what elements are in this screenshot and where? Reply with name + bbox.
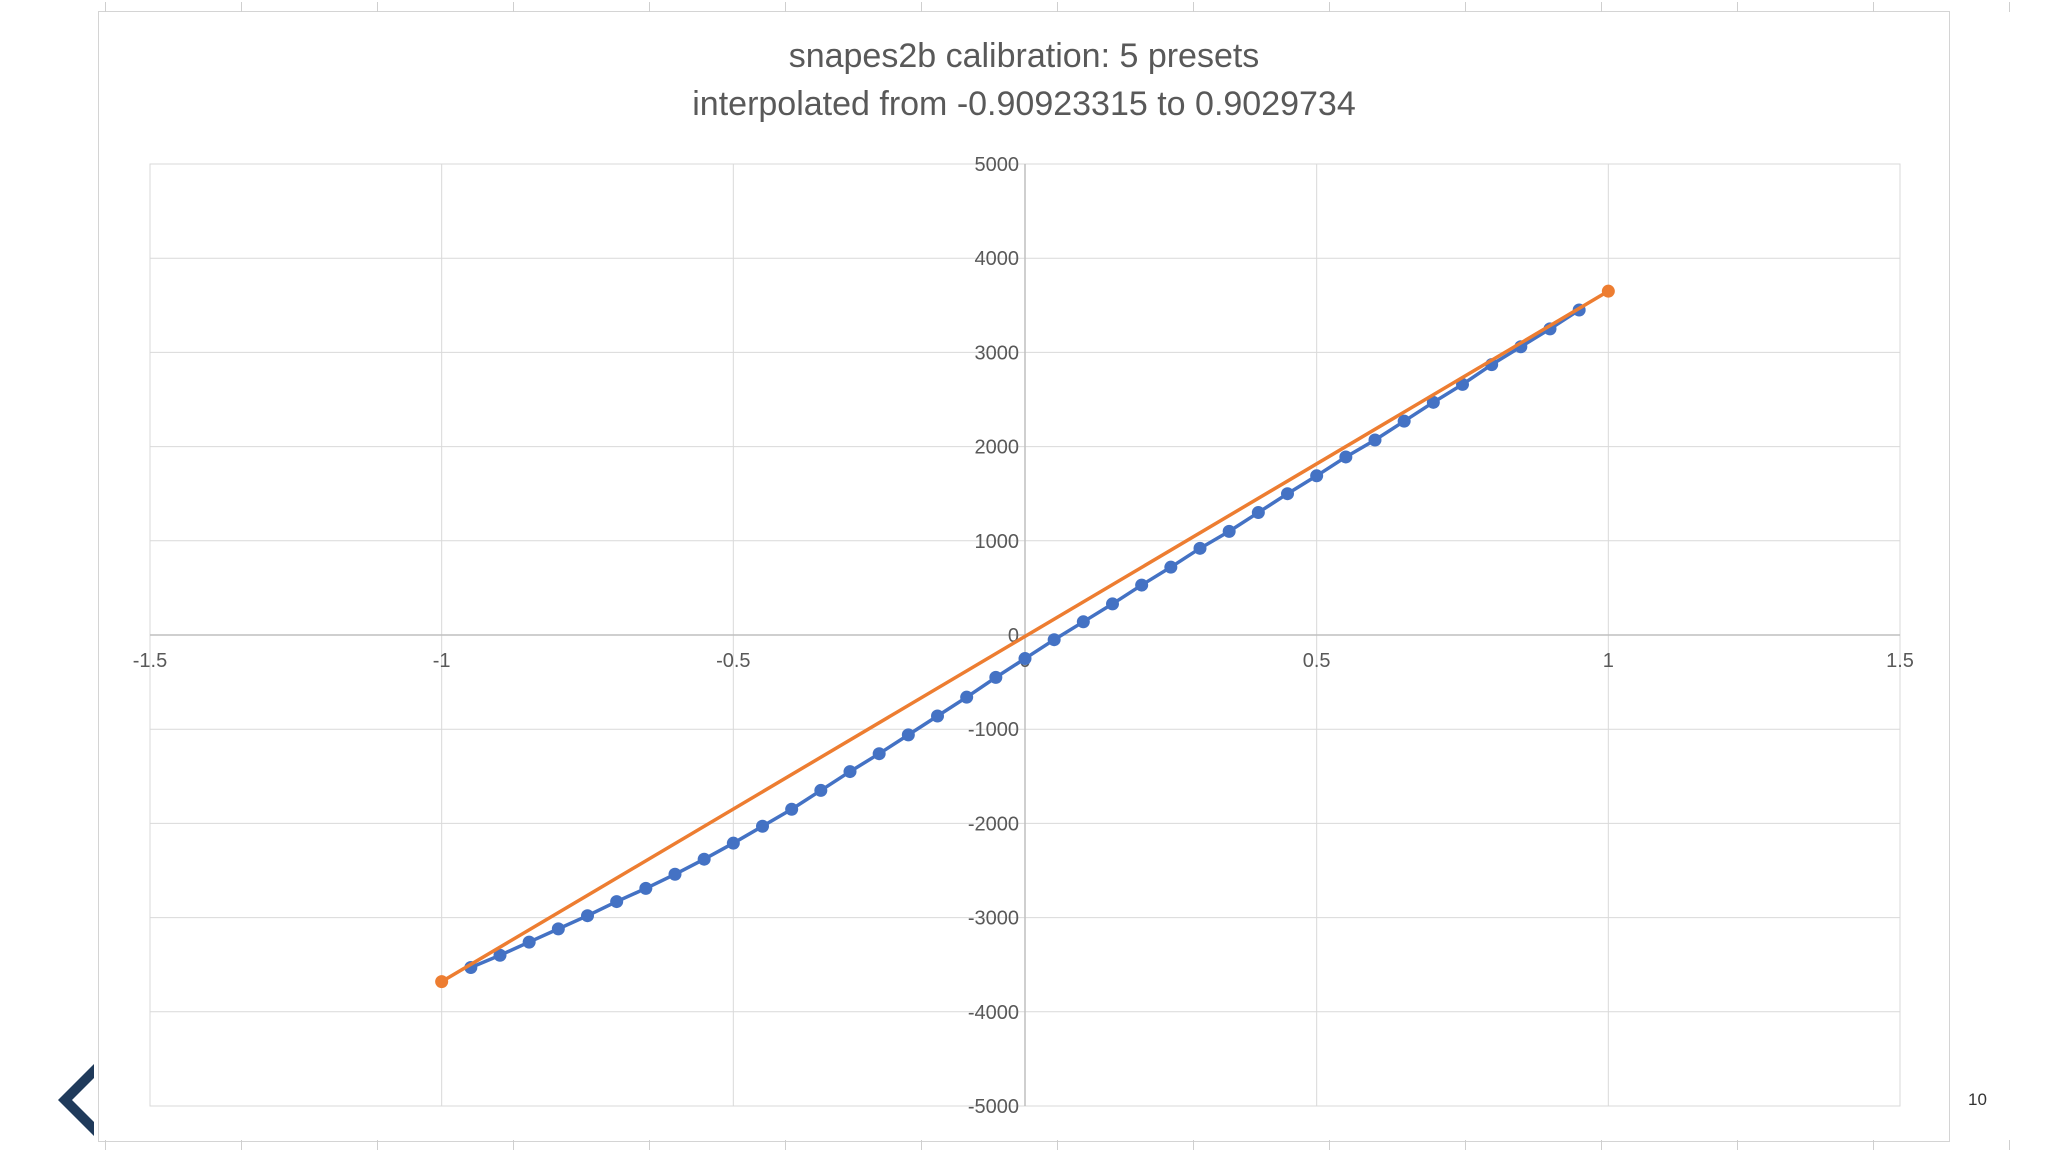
ruler-tick [105, 1140, 106, 1150]
series-2-point [1601, 284, 1615, 298]
chart-title: snapes2b calibration: 5 presets interpol… [98, 32, 1950, 128]
x-tick-label: 1 [1603, 650, 1614, 672]
ruler-tick [1193, 2, 1194, 12]
ruler-tick [1193, 1140, 1194, 1150]
y-tick-label: -2000 [968, 813, 1019, 835]
series-1-point [1018, 652, 1032, 666]
series-1-point [1339, 450, 1353, 464]
x-tick-label: -0.5 [716, 650, 750, 672]
series-1-point [726, 836, 740, 850]
series-1-point [872, 747, 886, 761]
series-1-point [901, 728, 915, 742]
x-tick-label: -1 [433, 650, 451, 672]
ruler-tick [1601, 2, 1602, 12]
x-tick-label: 0.5 [1303, 650, 1331, 672]
chevron-left-icon[interactable] [58, 1062, 98, 1138]
ruler-tick [377, 2, 378, 12]
ruler-tick [2009, 1140, 2010, 1150]
ruler-tick [921, 2, 922, 12]
ruler-tick [377, 1140, 378, 1150]
series-1-point [697, 852, 711, 866]
series-2-line [440, 289, 1610, 984]
series-1-point [1222, 524, 1236, 538]
ruler-tick [1057, 2, 1058, 12]
series-1-point [1281, 487, 1294, 501]
series-1-point [610, 895, 624, 909]
page-number: 10 [1968, 1090, 1987, 1109]
series-2-point [435, 975, 449, 989]
series-1-point [931, 709, 944, 723]
x-tick-label: 1.5 [1886, 650, 1914, 672]
y-tick-label: -5000 [968, 1096, 1019, 1118]
y-tick-label: -3000 [968, 908, 1019, 930]
ruler-tick [1873, 2, 1874, 12]
series-1-point [1368, 433, 1382, 447]
y-tick-label: -4000 [968, 1002, 1019, 1024]
ruler-tick [241, 2, 242, 12]
series-1-point [989, 670, 1003, 684]
series-1-point [1426, 395, 1440, 409]
ruler-tick [649, 2, 650, 12]
y-tick-label: 4000 [975, 248, 1020, 270]
ruler-tick [1329, 1140, 1330, 1150]
series-1-point [639, 881, 653, 895]
series-1-point [1310, 469, 1324, 483]
series-1-point [1076, 615, 1090, 629]
ruler-tick [1601, 1140, 1602, 1150]
y-tick-label: 2000 [975, 437, 1020, 459]
ruler-tick [513, 2, 514, 12]
y-tick-label: 0 [1008, 625, 1019, 647]
ruler-tick [1465, 1140, 1466, 1150]
ruler-tick [241, 1140, 242, 1150]
y-tick-label: 1000 [975, 531, 1020, 553]
series-1-point [522, 935, 536, 949]
series-1-point [756, 819, 769, 833]
ruler-tick [785, 2, 786, 12]
ruler-tick [785, 1140, 786, 1150]
series-1-point [785, 802, 799, 816]
series-1-point [960, 690, 974, 704]
series-1-point [668, 867, 682, 881]
series-1-point [1106, 597, 1119, 611]
ruler-tick [105, 2, 106, 12]
ruler-tick [1737, 2, 1738, 12]
ruler-tick [1465, 2, 1466, 12]
series-1-point [1193, 541, 1207, 555]
series-1-point [1397, 414, 1411, 428]
ruler-tick [1873, 1140, 1874, 1150]
chart-title-line: snapes2b calibration: 5 presets [788, 37, 1260, 75]
ruler-tick [1329, 2, 1330, 12]
ruler-tick [649, 1140, 650, 1150]
ruler-tick [2009, 2, 2010, 12]
series-1-point [814, 783, 828, 797]
y-tick-label: 5000 [975, 154, 1020, 176]
ruler-tick [1057, 1140, 1058, 1150]
ruler-tick [1737, 1140, 1738, 1150]
ruler-tick [921, 1140, 922, 1150]
y-tick-label: -1000 [968, 719, 1019, 741]
ruler-tick [513, 1140, 514, 1150]
chart-subtitle-line: interpolated from -0.90923315 to 0.90297… [692, 85, 1356, 123]
x-tick-label: -1.5 [133, 650, 167, 672]
y-tick-label: 3000 [975, 342, 1020, 364]
series-1-point [1251, 506, 1265, 520]
series-1-point [1164, 560, 1178, 574]
chart-frame[interactable] [98, 11, 1950, 1142]
series-1-point [493, 948, 507, 962]
series-1-point [1135, 578, 1149, 592]
series-1-point [581, 909, 594, 923]
series-1-point [551, 922, 565, 936]
series-1-point [1047, 633, 1061, 647]
series-1-point [843, 765, 857, 779]
